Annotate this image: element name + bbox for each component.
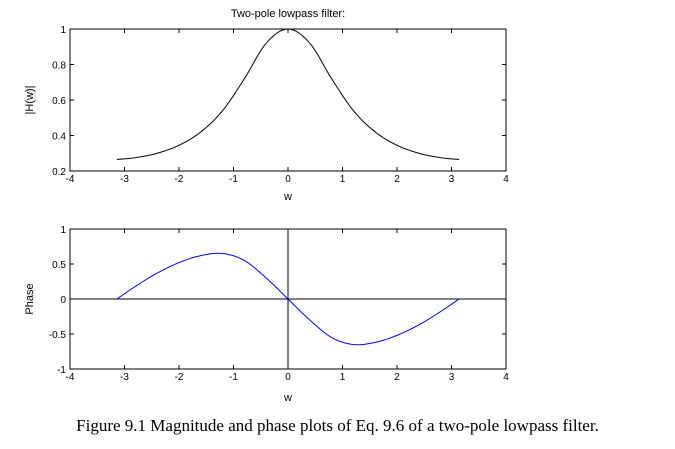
magnitude-x-tick-label: -1 bbox=[229, 174, 238, 185]
magnitude-y-tick-label: 0.8 bbox=[52, 61, 66, 72]
magnitude-y-tick-label: 0.2 bbox=[52, 167, 66, 178]
phase-x-tick-label: -1 bbox=[229, 372, 238, 383]
magnitude-x-tick-label: 1 bbox=[340, 174, 346, 185]
phase-y-tick-label: -0.5 bbox=[49, 330, 67, 341]
magnitude-y-tick-label: 1 bbox=[60, 25, 66, 36]
magnitude-axes-box bbox=[69, 28, 507, 172]
phase-x-tick-label: 4 bbox=[503, 372, 509, 383]
phase-x-tick-label: 3 bbox=[449, 372, 455, 383]
phase-x-tick-label: 2 bbox=[394, 372, 400, 383]
phase-y-axis-label: Phase bbox=[24, 283, 36, 314]
magnitude-x-tick-label: -3 bbox=[120, 174, 129, 185]
phase-chart: -4 -3 -2 -1 0 1 2 3 4 -1 -0.5 0 0.5 1 Phase w bbox=[24, 225, 509, 404]
magnitude-x-tick-label: 0 bbox=[285, 174, 291, 185]
phase-series-line bbox=[116, 252, 460, 346]
magnitude-chart-title: Two-pole lowpass filter: bbox=[231, 8, 345, 20]
magnitude-x-tick-label: 2 bbox=[394, 174, 400, 185]
phase-x-tick-label: -4 bbox=[66, 372, 75, 383]
phase-x-tick-label: -2 bbox=[175, 372, 184, 383]
phase-y-tick-label: 0.5 bbox=[52, 260, 66, 271]
figure-caption: Figure 9.1 Magnitude and phase plots of … bbox=[76, 416, 599, 435]
magnitude-chart: Two-pole lowpass filter: -4 -3 -2 -1 0 1 2 3 4 0.… bbox=[24, 8, 509, 203]
magnitude-x-tick-label: 3 bbox=[449, 174, 455, 185]
phase-x-tick-label: 0 bbox=[285, 372, 291, 383]
magnitude-x-axis-label: w bbox=[283, 191, 292, 203]
phase-y-tick-label: 1 bbox=[60, 225, 66, 236]
phase-x-tick-label: -3 bbox=[120, 372, 129, 383]
phase-x-tick-label: 1 bbox=[340, 372, 346, 383]
magnitude-x-tick-label: 4 bbox=[503, 174, 509, 185]
magnitude-series-line bbox=[116, 28, 460, 160]
phase-x-axis-label: w bbox=[283, 392, 292, 404]
magnitude-y-tick-label: 0.4 bbox=[52, 132, 66, 143]
phase-y-tick-label: 0 bbox=[60, 295, 66, 306]
phase-y-tick-label: -1 bbox=[57, 365, 66, 376]
phase-ticks: -4 -3 -2 -1 0 1 2 3 4 -1 -0.5 0 0.5 1 bbox=[49, 225, 509, 383]
magnitude-y-tick-label: 0.6 bbox=[52, 96, 66, 107]
magnitude-x-tick-label: -4 bbox=[66, 174, 75, 185]
magnitude-y-axis-label: |H(w)| bbox=[24, 86, 36, 115]
magnitude-x-tick-label: -2 bbox=[175, 174, 184, 185]
magnitude-ticks: -4 -3 -2 -1 0 1 2 3 4 0.2 0.4 0.6 0.8 1 bbox=[52, 25, 509, 185]
